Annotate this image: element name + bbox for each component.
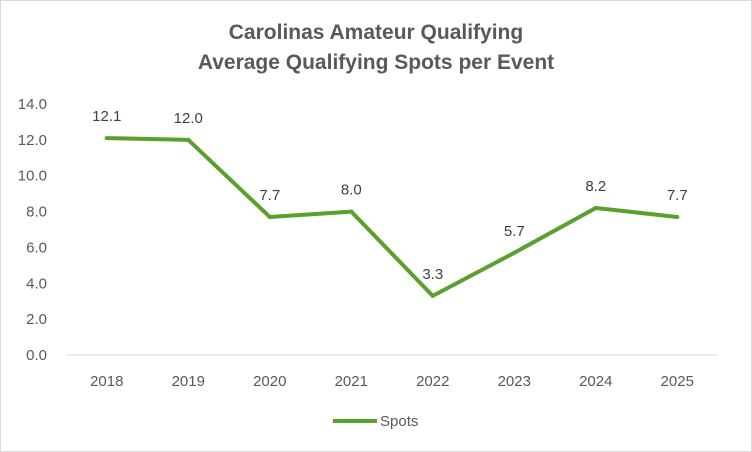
y-tick-label: 6.0 (26, 239, 47, 256)
data-label: 12.0 (174, 110, 203, 127)
x-tick-label: 2018 (90, 373, 123, 390)
legend-label: Spots (380, 413, 418, 430)
y-tick-label: 4.0 (26, 275, 47, 292)
data-point (186, 137, 191, 142)
x-tick-label: 2024 (579, 373, 612, 390)
series-line-spots (104, 136, 680, 298)
x-tick-label: 2022 (416, 373, 449, 390)
y-tick-label: 8.0 (26, 204, 47, 221)
data-label: 8.2 (585, 178, 606, 195)
series-group (104, 136, 680, 298)
data-point (430, 293, 435, 298)
data-label: 8.0 (341, 182, 362, 199)
data-point (267, 214, 272, 219)
data-label: 7.7 (259, 187, 280, 204)
x-axis-ticks: 2018 2019 2020 2021 2022 2023 2024 2025 (90, 373, 694, 390)
y-axis-ticks: 0.0 2.0 4.0 6.0 8.0 10.0 12.0 14.0 (18, 96, 47, 364)
data-point (512, 250, 517, 255)
x-tick-label: 2019 (172, 373, 205, 390)
x-tick-label: 2023 (498, 373, 531, 390)
y-tick-label: 12.0 (18, 132, 47, 149)
x-tick-label: 2025 (661, 373, 694, 390)
data-label: 5.7 (504, 223, 525, 240)
chart-title: Carolinas Amateur Qualifying Average Qua… (0, 18, 752, 78)
x-tick-label: 2021 (335, 373, 368, 390)
legend: Spots (333, 413, 418, 430)
data-labels: 12.1 12.0 7.7 8.0 3.3 5.7 8.2 7.7 (92, 108, 688, 283)
data-point (349, 209, 354, 214)
data-point (593, 205, 598, 210)
data-point (104, 136, 109, 141)
y-tick-label: 0.0 (26, 347, 47, 364)
y-tick-label: 2.0 (26, 311, 47, 328)
data-point (675, 214, 680, 219)
data-label: 3.3 (422, 266, 443, 283)
chart-title-line1: Carolinas Amateur Qualifying (228, 21, 524, 44)
y-tick-label: 10.0 (18, 168, 47, 185)
data-label: 7.7 (667, 187, 688, 204)
data-label: 12.1 (92, 108, 121, 125)
chart-title-line2: Average Qualifying Spots per Event (197, 51, 555, 74)
y-tick-label: 14.0 (18, 96, 47, 113)
x-tick-label: 2020 (253, 373, 286, 390)
